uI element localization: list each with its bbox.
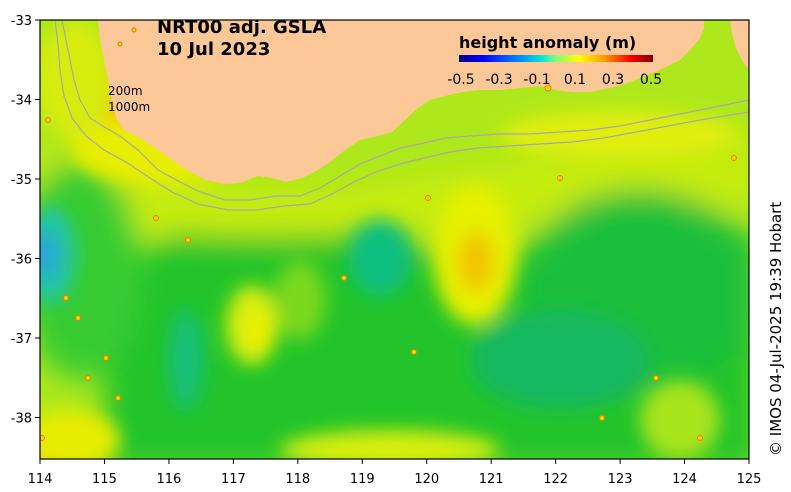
obs-dot bbox=[653, 375, 659, 381]
y-tick-label: -36 bbox=[11, 253, 32, 268]
west-low-inner bbox=[40, 233, 56, 277]
x-tick-label: 125 bbox=[737, 472, 762, 487]
x-tick-label: 116 bbox=[156, 472, 181, 487]
legend-title: height anomaly (m) bbox=[459, 33, 636, 52]
obs-dot bbox=[731, 155, 737, 161]
obs-dot bbox=[63, 295, 69, 301]
y-tick-label: -33 bbox=[11, 14, 32, 29]
legend-tick-label: 0.3 bbox=[602, 72, 624, 88]
south-channel bbox=[470, 310, 650, 410]
y-tick-label: -35 bbox=[11, 173, 32, 188]
x-tick-label: 124 bbox=[672, 472, 697, 487]
obs-dot bbox=[75, 315, 81, 321]
obs-dot bbox=[411, 349, 417, 355]
isobath-200m bbox=[61, 20, 749, 201]
isobaths bbox=[54, 20, 749, 211]
obs-dot bbox=[131, 27, 137, 33]
legend-colorbar bbox=[459, 55, 653, 62]
obs-dot bbox=[544, 84, 552, 92]
south-yellow-band bbox=[280, 430, 500, 459]
x-tick-label: 118 bbox=[285, 472, 310, 487]
x-tick-label: 120 bbox=[414, 472, 439, 487]
y-tick-label: -34 bbox=[11, 94, 32, 109]
legend-tick-label: 0.5 bbox=[640, 72, 662, 88]
altimeter-dots bbox=[40, 27, 737, 441]
y-tick-label: -38 bbox=[11, 412, 32, 427]
obs-dot bbox=[103, 355, 109, 361]
legend-tick-label: -0.5 bbox=[447, 72, 474, 88]
mid-green-patch bbox=[274, 260, 326, 340]
southeast-yellow bbox=[640, 380, 720, 459]
plot-area bbox=[40, 20, 749, 459]
credit-text: © IMOS 04-Jul-2025 19:39 Hobart bbox=[767, 202, 785, 456]
obs-dot bbox=[697, 435, 703, 441]
obs-dot bbox=[425, 195, 431, 201]
x-tick-label: 123 bbox=[608, 472, 633, 487]
obs-dot bbox=[599, 415, 605, 421]
plot-frame bbox=[39, 19, 750, 460]
x-tick-label: 115 bbox=[92, 472, 117, 487]
x-tick-label: 119 bbox=[350, 472, 375, 487]
obs-dot bbox=[153, 215, 159, 221]
obs-dot bbox=[117, 41, 123, 47]
obs-dot bbox=[185, 237, 191, 243]
obs-dot bbox=[85, 375, 91, 381]
isobath-label-200m: 200m bbox=[108, 84, 143, 98]
x-tick-label: 117 bbox=[221, 472, 246, 487]
green-left-lobe bbox=[40, 160, 140, 380]
obs-dot bbox=[45, 117, 51, 123]
y-tick-label: -37 bbox=[11, 332, 32, 347]
y-axis: -33 -34 -35 -36 -37 -38 bbox=[11, 14, 40, 427]
isobath-1000m bbox=[54, 20, 749, 211]
obs-dot bbox=[115, 395, 121, 401]
x-tick-label: 122 bbox=[543, 472, 568, 487]
isobath-label-1000m: 1000m bbox=[108, 100, 150, 114]
obs-dot bbox=[557, 175, 563, 181]
x-tick-label: 121 bbox=[479, 472, 504, 487]
west-low-core bbox=[40, 207, 76, 303]
land-east-coast bbox=[730, 20, 749, 70]
central-low-core bbox=[348, 220, 412, 296]
map-date: 10 Jul 2023 bbox=[157, 39, 270, 60]
x-axis: 114 115 116 117 118 119 120 121 122 123 124 125 bbox=[28, 459, 762, 487]
legend-tick-label: -0.3 bbox=[485, 72, 512, 88]
south-central-high-core bbox=[248, 314, 268, 350]
southwest-low-core bbox=[168, 310, 204, 410]
southwest-corner-yellow bbox=[40, 410, 120, 459]
x-tick-label: 114 bbox=[28, 472, 53, 487]
obs-dot bbox=[341, 275, 347, 281]
map-title: NRT00 adj. GSLA bbox=[157, 17, 326, 38]
obs-dot bbox=[40, 435, 45, 441]
legend-tick-label: -0.1 bbox=[523, 72, 550, 88]
legend-ticks: -0.5 -0.3 -0.1 0.1 0.3 0.5 bbox=[447, 72, 662, 88]
legend-tick-label: 0.1 bbox=[564, 72, 586, 88]
eddy-high-core bbox=[458, 232, 494, 292]
